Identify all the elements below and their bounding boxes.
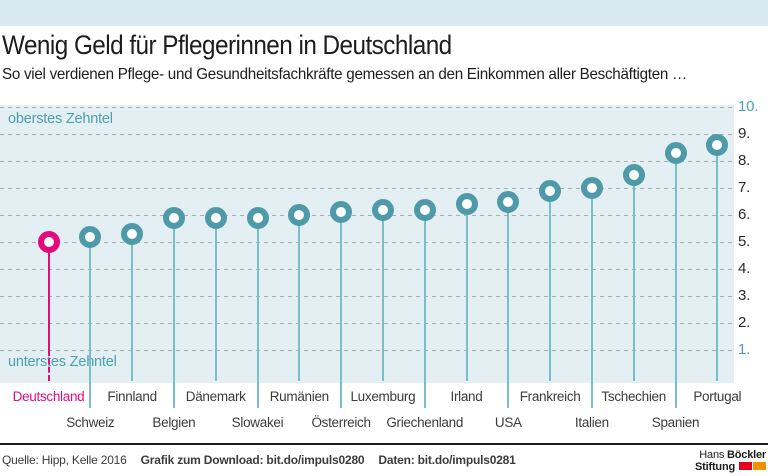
top-accent-bar: [0, 0, 768, 26]
country-label: Slowakei: [231, 415, 284, 430]
annotation-top-decile: oberstes Zehntel: [8, 111, 113, 127]
gridline: [0, 350, 734, 351]
lollipop-dot: [288, 204, 311, 226]
lollipop-stem: [674, 152, 677, 408]
lollipop-stem: [590, 188, 593, 408]
lollipop-dot: [622, 163, 645, 186]
gridline: [0, 269, 734, 270]
country-label: Rumänien: [269, 389, 329, 404]
lollipop-stem: [340, 212, 343, 408]
lollipop-stem: [298, 215, 301, 381]
lollipop-stem: [381, 209, 384, 381]
axis-tick-label: 6.: [738, 206, 751, 223]
country-label: Griechenland: [386, 415, 464, 430]
lollipop-stem: [549, 190, 552, 381]
lollipop-dot: [497, 190, 520, 213]
axis-tick-label: 3.: [738, 287, 751, 304]
axis-tick-label: 9.: [738, 125, 751, 142]
gridline: [0, 134, 734, 135]
country-label: USA: [494, 415, 522, 430]
gridline: [0, 161, 734, 162]
lollipop-dot: [37, 231, 60, 253]
axis-tick-label: 8.: [738, 152, 751, 169]
gridline: [0, 242, 734, 243]
lollipop-stem: [131, 233, 134, 381]
country-label: Deutschland: [12, 389, 85, 404]
logo-line-1: Hans Böckler: [695, 449, 766, 461]
axis-tick-label: 4.: [738, 260, 751, 277]
country-label: Luxemburg: [350, 389, 416, 404]
lollipop-dot: [121, 222, 144, 245]
gridline: [0, 323, 734, 324]
axis-tick-label: 7.: [738, 179, 751, 196]
lollipop-stem: [716, 144, 719, 381]
logo-hans-text: Hans: [699, 449, 725, 461]
lollipop-dot: [664, 141, 687, 164]
gridline: [0, 107, 734, 108]
lollipop-dot: [246, 206, 269, 229]
lollipop-dot: [330, 201, 353, 224]
country-label: Tschechien: [601, 389, 666, 404]
lollipop-dot: [371, 198, 394, 221]
logo-red-block-icon: [739, 462, 752, 470]
gridline: [0, 188, 734, 189]
country-label: Finnland: [107, 389, 157, 404]
lollipop-stem: [632, 174, 635, 381]
logo-stiftung-text: Stiftung: [695, 461, 735, 473]
lollipop-dot: [79, 225, 102, 248]
hans-boeckler-stiftung-logo: Hans Böckler Stiftung: [695, 449, 766, 473]
axis-tick-label: 5.: [738, 233, 751, 250]
country-label: Portugal: [693, 389, 742, 404]
logo-boeckler-text: Böckler: [727, 449, 766, 461]
gridline: [0, 215, 734, 216]
lollipop-dot: [539, 179, 562, 202]
axis-tick-label: 2.: [738, 314, 751, 331]
plot-area: oberstes Zehntel unterstes Zehntel: [0, 105, 734, 408]
lollipop-stem: [47, 242, 50, 350]
axis-tick-label: 10.: [738, 98, 759, 115]
footer: Quelle: Hipp, Kelle 2016 Grafik zum Downl…: [0, 443, 768, 476]
country-label: Italien: [574, 415, 609, 430]
lollipop-stem: [256, 217, 259, 408]
lollipop-stem: [423, 209, 426, 408]
lollipop-dot: [413, 198, 436, 221]
annotation-bottom-decile: unterstes Zehntel: [8, 354, 117, 370]
chart-subtitle: So viel verdienen Pflege- und Gesundheit…: [2, 66, 687, 83]
lollipop-dot: [455, 193, 478, 216]
lollipop-dot: [204, 206, 227, 229]
lollipop-stem-dashed: [47, 350, 50, 381]
lollipop-stem: [214, 217, 217, 381]
country-label: Irland: [450, 389, 483, 404]
lollipop-stem: [507, 201, 510, 408]
country-label: Schweiz: [66, 415, 115, 430]
lollipop-stem: [465, 204, 468, 381]
download-link-text: Grafik zum Download: bit.do/impuls0280: [140, 453, 365, 467]
lollipop-stem: [89, 236, 92, 408]
logo-orange-block-icon: [753, 462, 766, 470]
source-text: Quelle: Hipp, Kelle 2016: [2, 453, 127, 467]
country-label: Belgien: [152, 415, 196, 430]
chart-title: Wenig Geld für Pflegerinnen in Deutschla…: [2, 30, 452, 60]
footer-credits: Quelle: Hipp, Kelle 2016 Grafik zum Downl…: [2, 453, 516, 467]
logo-line-2: Stiftung: [695, 461, 766, 473]
data-link-text: Daten: bit.do/impuls0281: [378, 453, 516, 467]
country-label: Spanien: [651, 415, 700, 430]
axis-tick-label: 1.: [738, 341, 751, 358]
lollipop-stem: [172, 217, 175, 408]
gridline: [0, 296, 734, 297]
country-label: Dänemark: [185, 389, 246, 404]
lollipop-dot: [706, 133, 729, 156]
lollipop-dot: [162, 206, 185, 229]
country-label: Frankreich: [519, 389, 581, 404]
lollipop-dot: [580, 177, 603, 199]
country-label: Österreich: [311, 415, 371, 430]
y-axis: 10. 9. 8. 7. 6. 5. 4. 3. 2. 1.: [738, 98, 768, 383]
